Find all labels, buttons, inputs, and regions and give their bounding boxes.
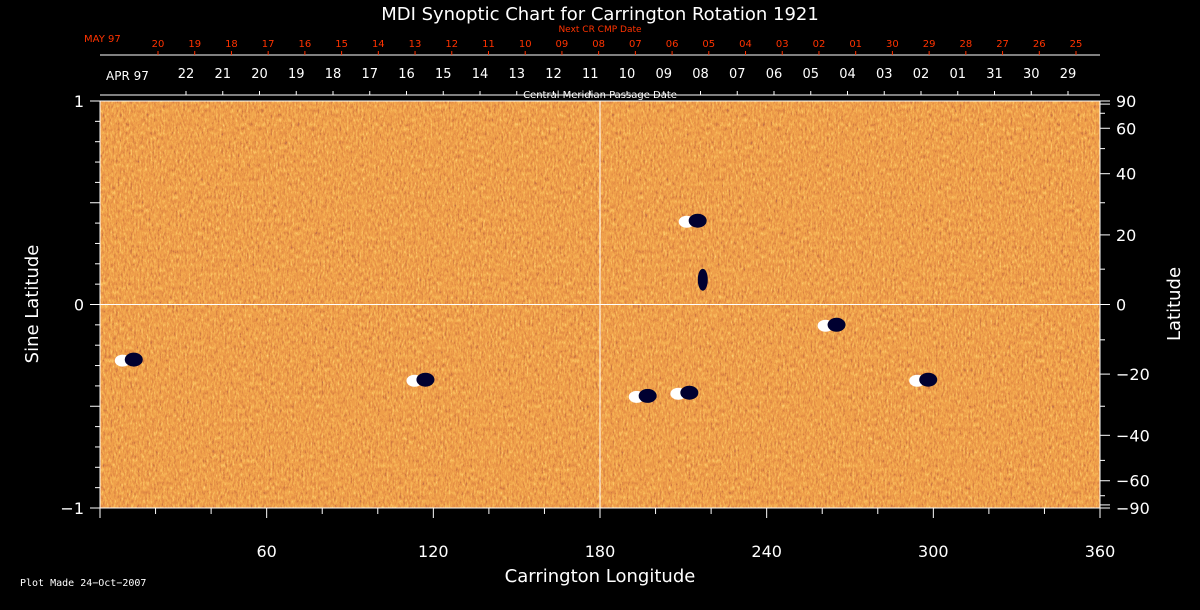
negative-polarity-spot [416, 372, 435, 387]
y-right-tick-label: −40 [1116, 426, 1150, 445]
x-tick-label: 240 [751, 542, 782, 561]
next-cr-month-label: MAY 97 [84, 34, 121, 45]
cmp-date-label: 20 [251, 67, 268, 82]
cmp-date-label: 14 [472, 67, 489, 82]
x-tick-label: 300 [918, 542, 949, 561]
y-right-tick-label: −60 [1116, 472, 1150, 491]
next-cr-date-label: 30 [886, 39, 899, 50]
y-right-tick-label: −90 [1116, 499, 1150, 518]
chart-title: MDI Synoptic Chart for Carrington Rotati… [381, 4, 819, 25]
next-cr-axis-title: Next CR CMP Date [558, 25, 642, 35]
cmp-date-label: 09 [655, 67, 672, 82]
negative-polarity-spot [680, 385, 699, 400]
top-date-axes: Next CR CMP Date MAY 97 20 19 18 17 16 15 14 13 12… [84, 25, 1100, 101]
y-right-tick-label: 60 [1116, 119, 1136, 138]
x-axis-title: Carrington Longitude [505, 566, 696, 587]
cmp-date-label: 17 [361, 67, 378, 82]
active-region [114, 352, 143, 367]
y-left-tick-label: 0 [74, 296, 84, 315]
next-cr-date-label: 12 [445, 39, 458, 50]
next-cr-date-label: 08 [592, 39, 605, 50]
next-cr-date-label: 05 [702, 39, 715, 50]
negative-polarity-spot [124, 352, 143, 367]
cmp-axis-title: Central Meridian Passage Date [523, 90, 677, 101]
y-right-tick-label: 20 [1116, 226, 1136, 245]
cmp-date-label: 04 [839, 67, 856, 82]
active-region [817, 317, 846, 332]
negative-polarity-spot [827, 317, 846, 332]
axes: 60 120 180 240 300 360 1 0 −1 90 60 40 20 0 −20 −40 −60 −… [60, 92, 1149, 561]
y-right-tick-label: 40 [1116, 165, 1136, 184]
cmp-date-label: 05 [802, 67, 819, 82]
y-axis-right-title: Latitude [1164, 267, 1185, 341]
cmp-date-label: 31 [986, 67, 1003, 82]
cmp-date-label: 18 [325, 67, 342, 82]
cmp-date-label: 07 [729, 67, 746, 82]
next-cr-date-label: 18 [225, 39, 238, 50]
next-cr-date-label: 19 [188, 39, 201, 50]
cmp-date-label: 11 [582, 67, 599, 82]
active-region [909, 372, 938, 387]
y-right-tick-label: 90 [1116, 92, 1136, 111]
cmp-date-label: 10 [619, 67, 636, 82]
next-cr-date-label: 02 [813, 39, 826, 50]
next-cr-date-label: 17 [262, 39, 275, 50]
y-left-tick-label: 1 [74, 92, 84, 111]
cmp-date-label: 13 [508, 67, 525, 82]
y-right-tick-label: −20 [1116, 365, 1150, 384]
cmp-date-label: 02 [913, 67, 930, 82]
next-cr-date-label: 03 [776, 39, 789, 50]
next-cr-date-label: 26 [1033, 39, 1046, 50]
next-cr-date-label: 14 [372, 39, 385, 50]
next-cr-date-label: 15 [335, 39, 348, 50]
next-cr-date-label: 10 [519, 39, 532, 50]
cmp-date-label: 03 [876, 67, 893, 82]
negative-polarity-spot [919, 372, 938, 387]
cmp-date-label: 21 [214, 67, 231, 82]
negative-polarity-spot [697, 268, 708, 291]
next-cr-date-label: 16 [299, 39, 312, 50]
cmp-date-label: 12 [545, 67, 562, 82]
next-cr-date-label: 25 [1070, 39, 1083, 50]
next-cr-date-label: 04 [739, 39, 752, 50]
next-cr-date-label: 27 [996, 39, 1009, 50]
plot-made-footer: Plot Made 24−Oct−2007 [20, 578, 147, 589]
cmp-date-label: 19 [288, 67, 305, 82]
active-regions [114, 213, 938, 403]
y-left-tick-label: −1 [60, 499, 84, 518]
active-region [697, 268, 708, 291]
next-cr-date-label: 11 [482, 39, 495, 50]
cmp-month-label: APR 97 [106, 69, 149, 83]
active-region [670, 385, 699, 400]
cmp-date-label: 29 [1060, 67, 1077, 82]
y-axis-left-title: Sine Latitude [22, 245, 43, 364]
active-region [406, 372, 435, 387]
negative-polarity-spot [638, 388, 657, 403]
next-cr-date-label: 06 [666, 39, 679, 50]
x-tick-label: 60 [256, 542, 276, 561]
next-cr-date-label: 07 [629, 39, 642, 50]
next-cr-date-label: 09 [556, 39, 569, 50]
cmp-date-label: 16 [398, 67, 415, 82]
x-tick-label: 120 [418, 542, 449, 561]
negative-polarity-spot [688, 213, 707, 228]
y-right-tick-label: 0 [1116, 296, 1126, 315]
cmp-date-label: 08 [692, 67, 709, 82]
next-cr-date-label: 29 [923, 39, 936, 50]
next-cr-date-label: 20 [152, 39, 165, 50]
cmp-date-label: 06 [766, 67, 783, 82]
active-region [628, 388, 657, 403]
cmp-date-label: 01 [949, 67, 966, 82]
active-region [678, 213, 707, 228]
x-tick-label: 360 [1085, 542, 1116, 561]
x-tick-label: 180 [585, 542, 616, 561]
cmp-date-label: 30 [1023, 67, 1040, 82]
next-cr-date-label: 01 [849, 39, 862, 50]
cmp-date-label: 15 [435, 67, 452, 82]
cmp-date-label: 22 [178, 67, 195, 82]
next-cr-date-label: 28 [959, 39, 972, 50]
next-cr-date-label: 13 [409, 39, 422, 50]
